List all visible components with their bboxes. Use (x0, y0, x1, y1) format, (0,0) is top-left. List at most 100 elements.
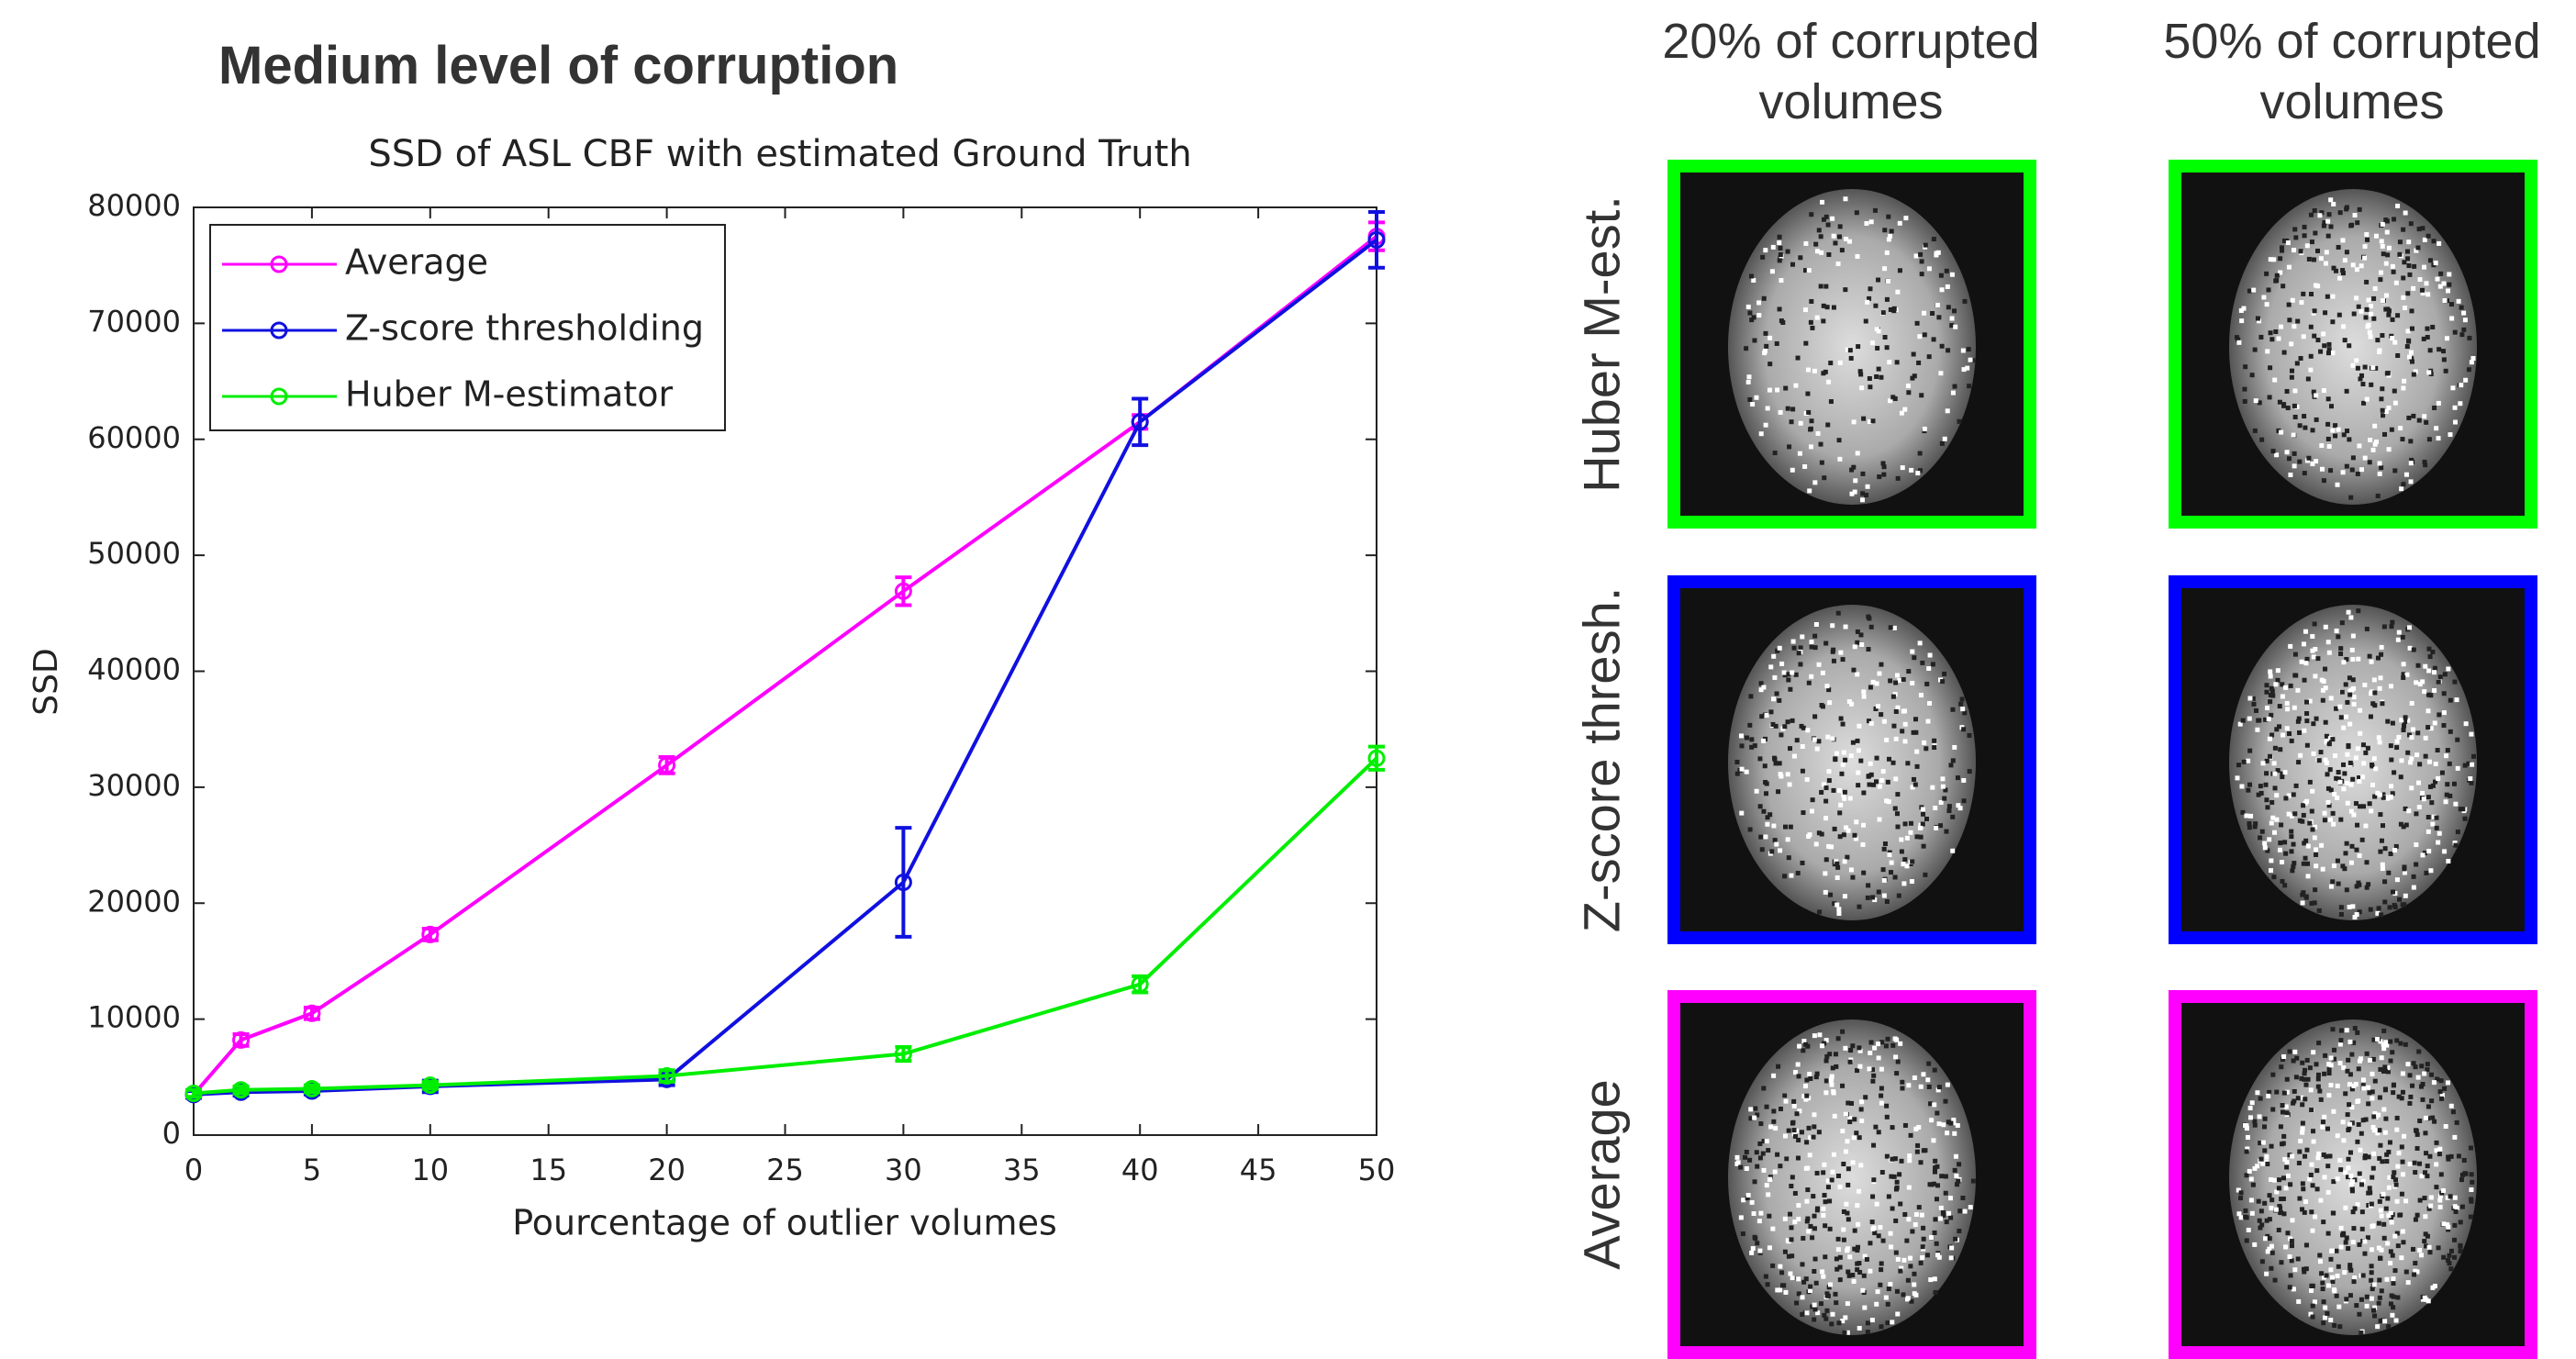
noise (1881, 310, 1886, 315)
noise (2316, 1041, 2321, 1045)
noise (1801, 1236, 1805, 1241)
noise (2359, 1056, 2363, 1061)
noise (2350, 1179, 2355, 1184)
noise (2395, 1199, 2400, 1204)
noise (2269, 1266, 2273, 1271)
noise (2330, 1275, 2335, 1280)
noise (1870, 1194, 1875, 1198)
noise (2288, 1182, 2292, 1186)
noise (2258, 1097, 2263, 1101)
noise (2338, 818, 2343, 822)
noise (2315, 1186, 2320, 1191)
x-tick-label: 35 (1003, 1153, 1041, 1187)
noise (2469, 1145, 2473, 1150)
noise (2245, 1126, 2249, 1131)
noise (1823, 1090, 1828, 1095)
noise (2392, 389, 2397, 394)
noise (2348, 1174, 2353, 1178)
noise (2261, 761, 2266, 765)
noise (1944, 830, 1948, 834)
noise (2402, 866, 2406, 871)
noise (1812, 1303, 1817, 1308)
x-axis-label: Pourcentage of outlier volumes (512, 1203, 1057, 1243)
noise (2305, 743, 2310, 748)
noise (1832, 234, 1836, 239)
noise (1798, 255, 1802, 260)
noise (2264, 783, 2269, 787)
noise (1874, 374, 1879, 379)
noise (2423, 460, 2427, 464)
noise (1855, 1262, 1859, 1266)
noise (2395, 1164, 2400, 1169)
noise (1885, 1154, 1890, 1159)
noise (1766, 815, 1770, 819)
noise (2362, 1239, 2367, 1243)
noise (2347, 675, 2352, 680)
noise (1771, 245, 1776, 250)
noise (1957, 419, 1962, 424)
noise (2429, 1195, 2434, 1199)
noise (1841, 1227, 1846, 1231)
noise (1902, 857, 1907, 862)
noise (2460, 807, 2465, 811)
noise (1823, 871, 1827, 875)
noise (1768, 1124, 1773, 1129)
noise (2300, 1131, 2304, 1135)
noise (1957, 1229, 1961, 1233)
noise (2258, 835, 2262, 840)
noise (2410, 360, 2414, 364)
noise (2437, 347, 2441, 351)
noise (1953, 384, 1957, 389)
noise (1861, 790, 1866, 795)
noise (2429, 1098, 2434, 1103)
noise (2370, 1297, 2374, 1301)
noise (2312, 334, 2316, 339)
noise (2252, 1120, 2257, 1124)
noise (1757, 1249, 1762, 1253)
noise (1938, 371, 1943, 375)
noise (1873, 304, 1878, 308)
noise (2400, 1144, 2404, 1149)
noise (2445, 793, 2449, 797)
noise (2320, 1125, 2325, 1130)
noise (2331, 1109, 2336, 1114)
noise (2459, 1249, 2463, 1253)
noise (2358, 853, 2362, 858)
noise (2401, 482, 2405, 486)
noise (1957, 1162, 1961, 1166)
noise (2408, 760, 2413, 764)
noise (2339, 905, 2344, 909)
noise (2288, 473, 2292, 477)
noise (1910, 681, 1914, 685)
noise (1834, 903, 1839, 908)
noise (1837, 810, 1842, 815)
x-tick-label: 5 (303, 1153, 321, 1187)
noise (2446, 1258, 2450, 1263)
noise (2436, 841, 2440, 845)
noise (2317, 908, 2322, 913)
noise (2273, 682, 2278, 686)
x-tick-label: 0 (184, 1153, 203, 1187)
noise (2279, 1260, 2283, 1264)
noise (1901, 709, 1906, 714)
noise (2392, 468, 2397, 473)
noise (1778, 1264, 1782, 1269)
noise (2325, 250, 2329, 254)
noise (1895, 290, 1900, 295)
noise (1765, 713, 1769, 718)
noise (2364, 860, 2369, 864)
noise (2329, 696, 2334, 700)
noise (2385, 1197, 2390, 1201)
noise (2381, 1046, 2386, 1051)
noise (1833, 240, 1837, 245)
noise (1768, 709, 1773, 714)
noise (2361, 742, 2366, 747)
noise (1962, 798, 1967, 803)
noise (1884, 1104, 1889, 1108)
noise (1768, 388, 1772, 393)
y-tick-label: 60000 (87, 420, 181, 455)
noise (2258, 1219, 2262, 1223)
noise (1872, 1046, 1877, 1051)
noise (2358, 1148, 2362, 1153)
noise (1801, 1280, 1806, 1285)
